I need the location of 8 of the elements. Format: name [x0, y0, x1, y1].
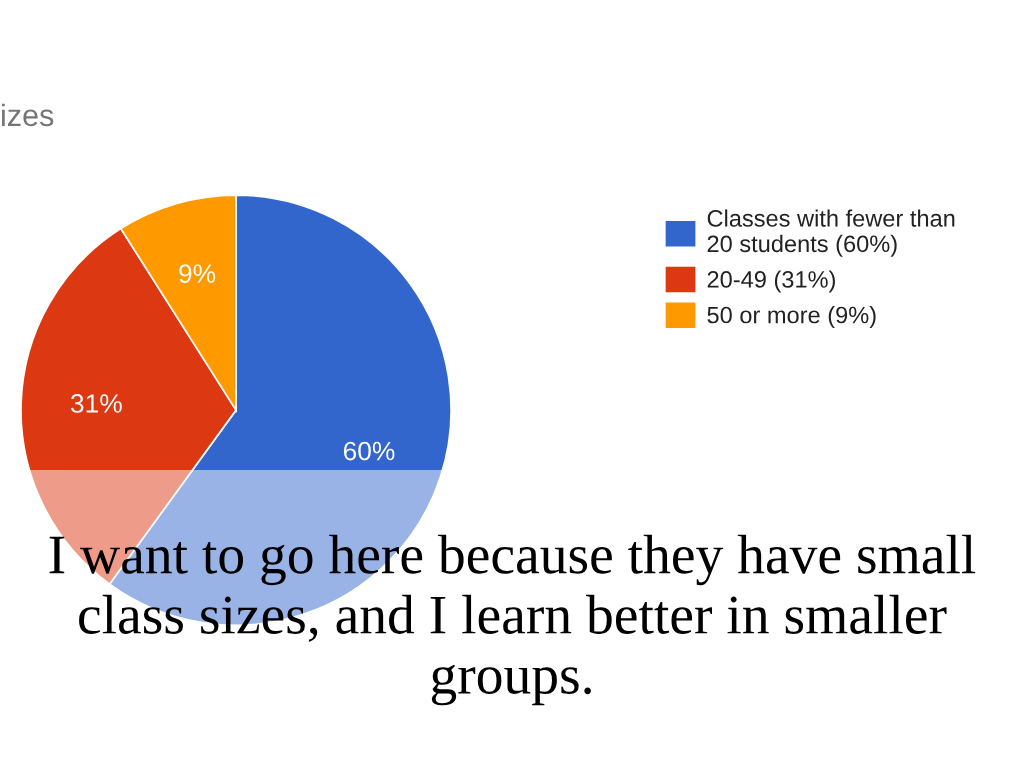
data-label: 60%	[343, 441, 395, 461]
data-label: 31%	[70, 394, 122, 413]
legend-label: Classes with fewer than 20 students (60%)	[707, 209, 955, 257]
text: I want to go here because they have small class sizes, and I learn better in smaller groups.	[49, 534, 976, 706]
legend-label: 20-49 (31%)	[707, 270, 835, 293]
chart-title: izes	[2, 103, 54, 127]
data-label: 9%	[179, 264, 216, 283]
legend-label: 50 or more (9%)	[707, 306, 876, 329]
